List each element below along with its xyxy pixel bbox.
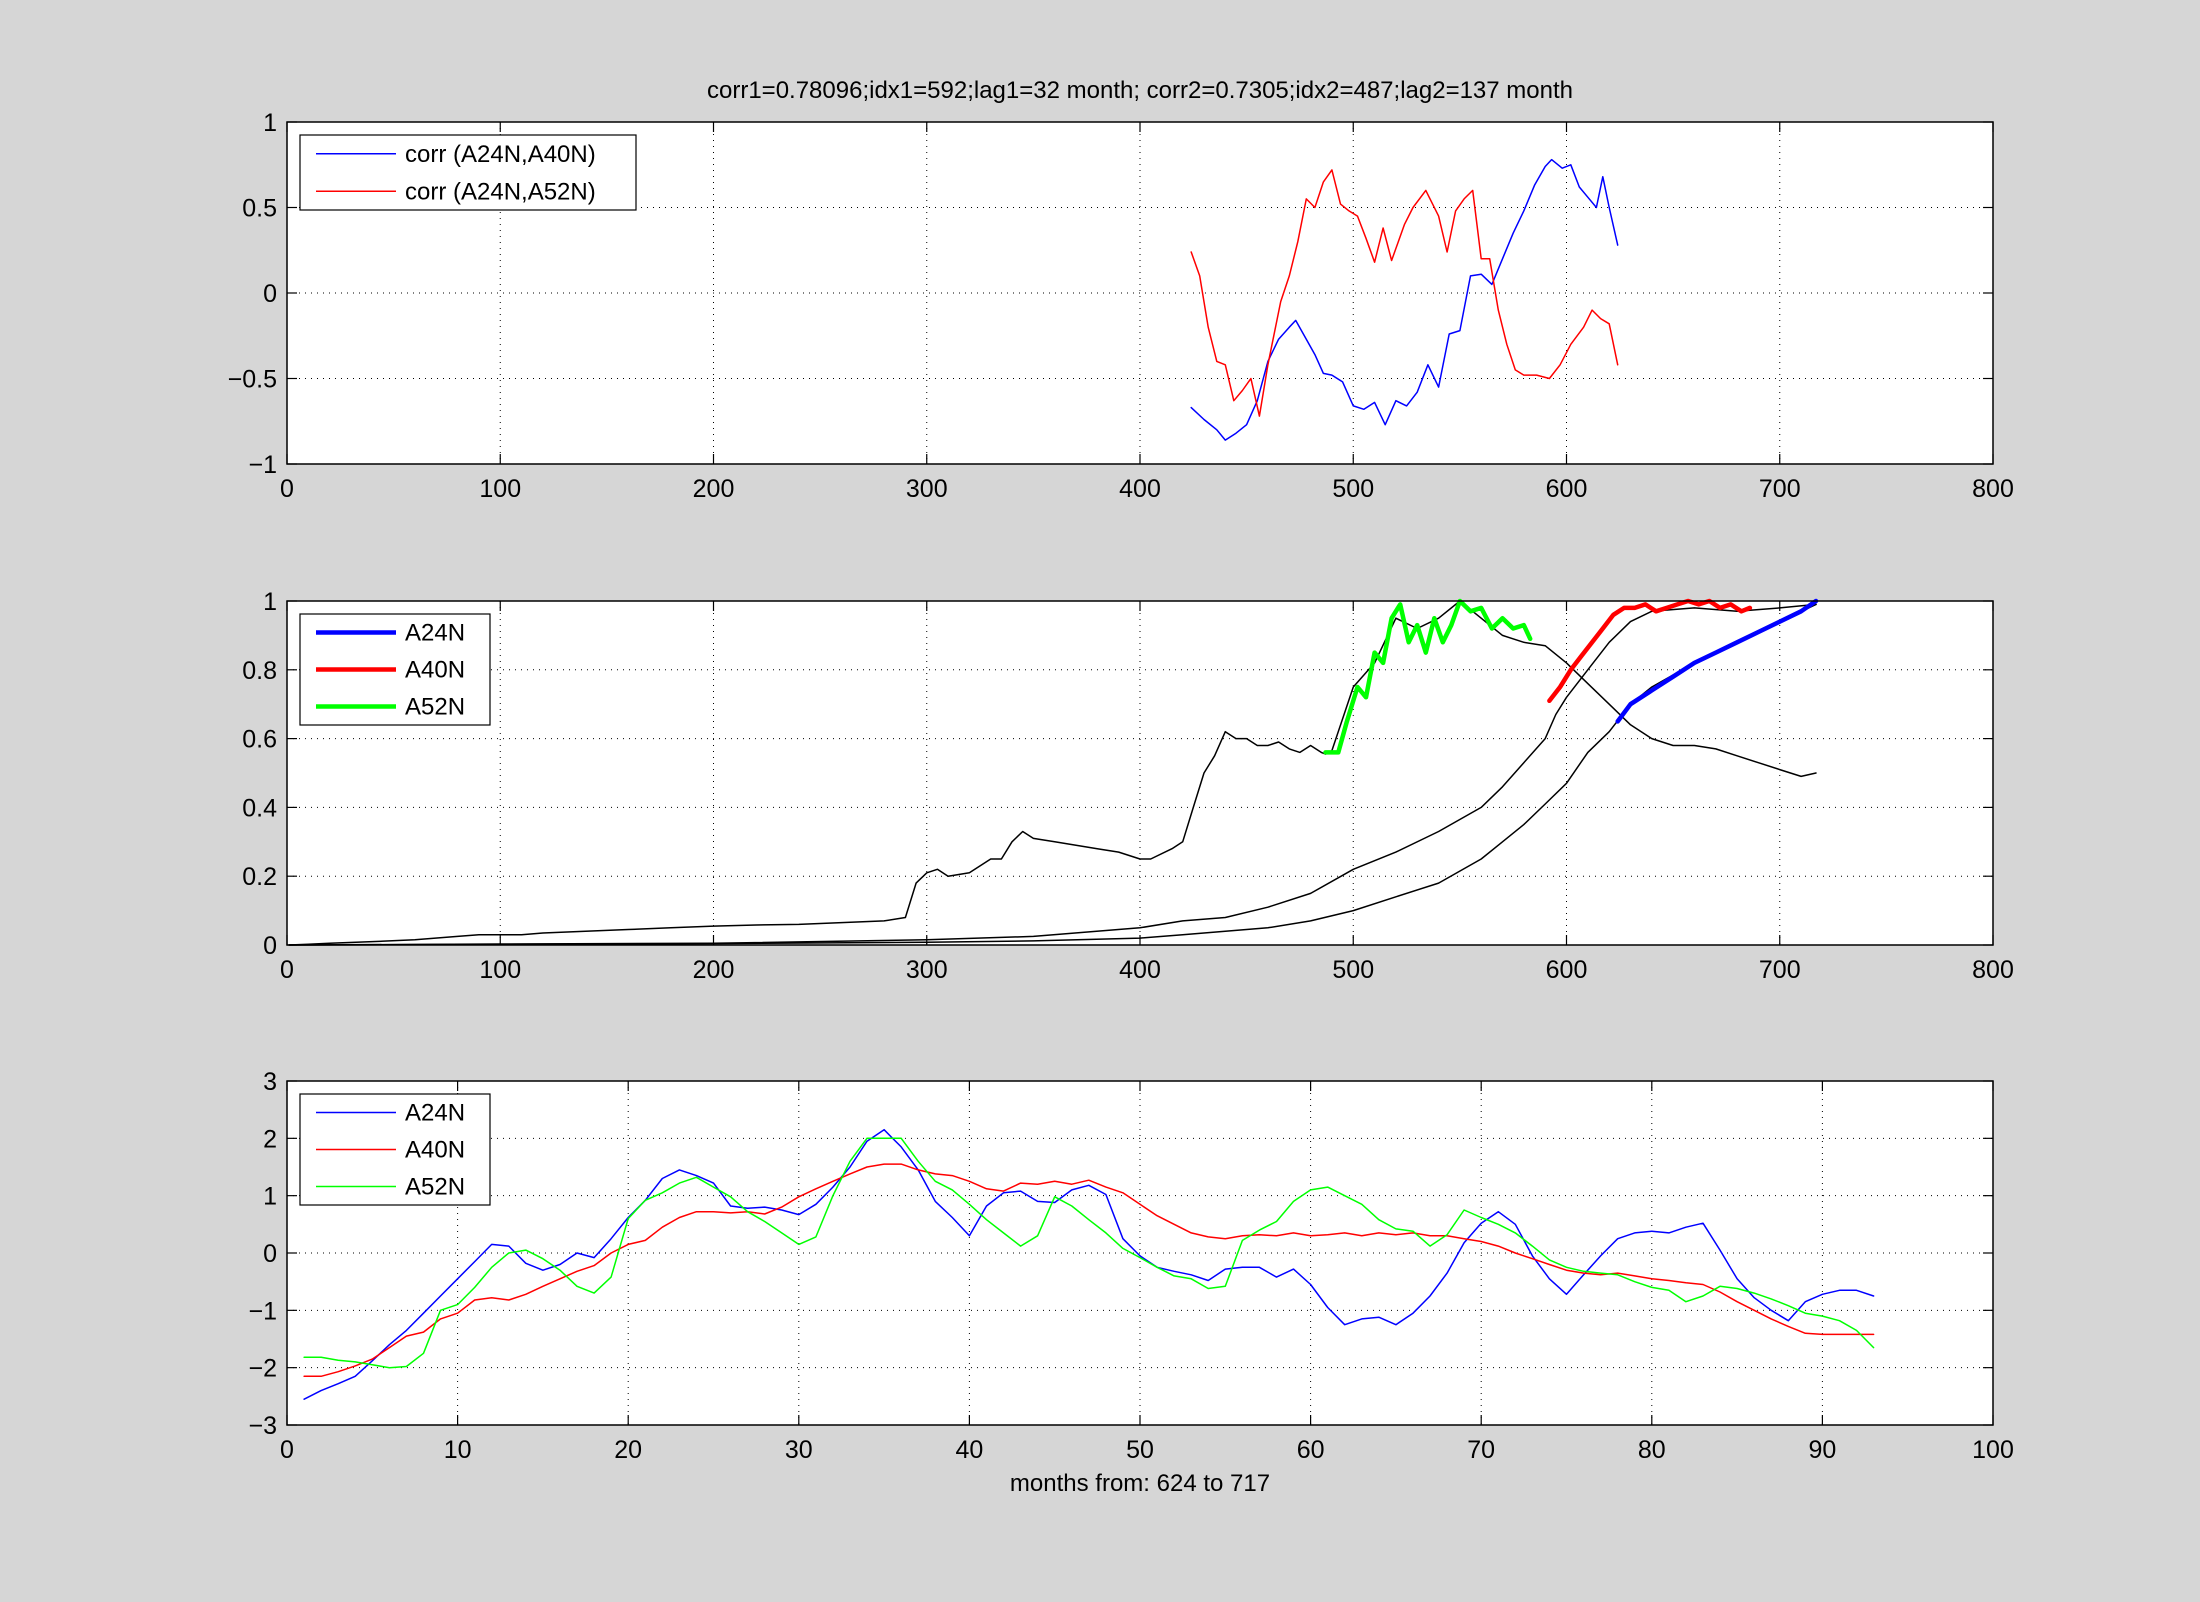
series-line-corr-a24n-a52n <box>1190 169 1619 417</box>
y-tick-label: −3 <box>248 1412 277 1440</box>
series-line-a52n <box>1323 598 1533 755</box>
x-tick-label: 300 <box>906 956 948 984</box>
y-tick-label: 3 <box>263 1068 277 1096</box>
series-line-a24n <box>303 1128 1875 1400</box>
x-tick-label: 100 <box>479 475 521 503</box>
y-tick-label: 1 <box>263 1183 277 1211</box>
axes-3: 0 10 20 30 40 50 60 70 80 90 100 −3 −2 −1 0 1 2 3 months f… <box>248 1068 2013 1497</box>
x-tick-label: 400 <box>1119 956 1161 984</box>
x-tick-label: 800 <box>1972 956 2014 984</box>
y-tick-label: 0 <box>263 932 277 960</box>
x-tick-label: 40 <box>955 1436 983 1464</box>
x-tick-label: 700 <box>1759 475 1801 503</box>
series-line-black-3 <box>288 603 1817 946</box>
x-tick-label: 20 <box>614 1436 642 1464</box>
y-tick-label: 1 <box>263 109 277 137</box>
x-tick-label: 0 <box>280 1436 294 1464</box>
x-tick-label: 200 <box>693 956 735 984</box>
y-tick-label: 2 <box>263 1125 277 1153</box>
legend-box <box>299 134 637 211</box>
x-tick-label: 80 <box>1638 1436 1666 1464</box>
y-tick-label: −1 <box>248 1297 277 1325</box>
legend-label: corr (A24N,A52N) <box>405 178 596 205</box>
legend-label: A24N <box>405 620 465 647</box>
legend: A24N A40N A52N <box>299 613 491 726</box>
y-tick-label: 0.8 <box>242 657 277 685</box>
x-tick-label: 100 <box>479 956 521 984</box>
y-tick-label: −1 <box>248 451 277 479</box>
series-line-black-2 <box>288 603 1817 946</box>
x-tick-label: 700 <box>1759 956 1801 984</box>
series-line-a40n <box>1547 598 1753 704</box>
series-line-black-1 <box>288 600 1817 946</box>
legend: A24N A40N A52N <box>299 1093 491 1206</box>
x-tick-label: 90 <box>1808 1436 1836 1464</box>
series-group <box>1190 158 1619 441</box>
y-tick-label: −2 <box>248 1355 277 1383</box>
x-tick-label: 200 <box>693 475 735 503</box>
y-tick-label: 0.2 <box>242 863 277 891</box>
legend-label: corr (A24N,A40N) <box>405 141 596 168</box>
legend-label: A40N <box>405 1137 465 1164</box>
x-tick-label: 800 <box>1972 475 2014 503</box>
x-tick-label: 400 <box>1119 475 1161 503</box>
x-tick-label: 500 <box>1332 475 1374 503</box>
x-tick-label: 300 <box>906 475 948 503</box>
x-tick-label: 100 <box>1972 1436 2014 1464</box>
series-group <box>288 598 1819 946</box>
x-tick-label: 60 <box>1297 1436 1325 1464</box>
plot-area <box>287 601 1993 945</box>
x-tick-label: 600 <box>1546 475 1588 503</box>
series-line-a24n <box>1615 598 1819 724</box>
y-tick-label: −0.5 <box>228 366 277 394</box>
x-tick-label: 30 <box>785 1436 813 1464</box>
y-tick-label: 1 <box>263 588 277 616</box>
axes-1: 0 100 200 300 400 500 600 700 800 −1 −0.5 0 0.5 1 corr… <box>228 77 2014 503</box>
x-tick-label: 50 <box>1126 1436 1154 1464</box>
x-tick-label: 70 <box>1467 1436 1495 1464</box>
series-line-a52n <box>303 1137 1875 1369</box>
y-tick-label: 0 <box>263 280 277 308</box>
x-axis-label: months from: 624 to 717 <box>1010 1470 1270 1497</box>
legend-label: A52N <box>405 694 465 721</box>
x-tick-label: 500 <box>1332 956 1374 984</box>
x-tick-label: 10 <box>444 1436 472 1464</box>
x-tick-label: 0 <box>280 475 294 503</box>
x-tick-label: 600 <box>1546 956 1588 984</box>
legend-label: A52N <box>405 1174 465 1201</box>
y-tick-label: 0 <box>263 1240 277 1268</box>
y-tick-label: 0.6 <box>242 726 277 754</box>
y-tick-label: 0.4 <box>242 794 277 822</box>
axes-2: 0 100 200 300 400 500 600 700 80000.20.40.60.81A… <box>242 588 2014 984</box>
legend-label: A24N <box>405 1100 465 1127</box>
series-group <box>303 1128 1875 1400</box>
y-tick-label: 0.5 <box>242 195 277 223</box>
x-tick-label: 0 <box>280 956 294 984</box>
legend-label: A40N <box>405 657 465 684</box>
legend: corr (A24N,A40N) corr (A24N,A52N) <box>299 134 637 211</box>
chart-title: corr1=0.78096;idx1=592;lag1=32 month; co… <box>707 77 1573 104</box>
